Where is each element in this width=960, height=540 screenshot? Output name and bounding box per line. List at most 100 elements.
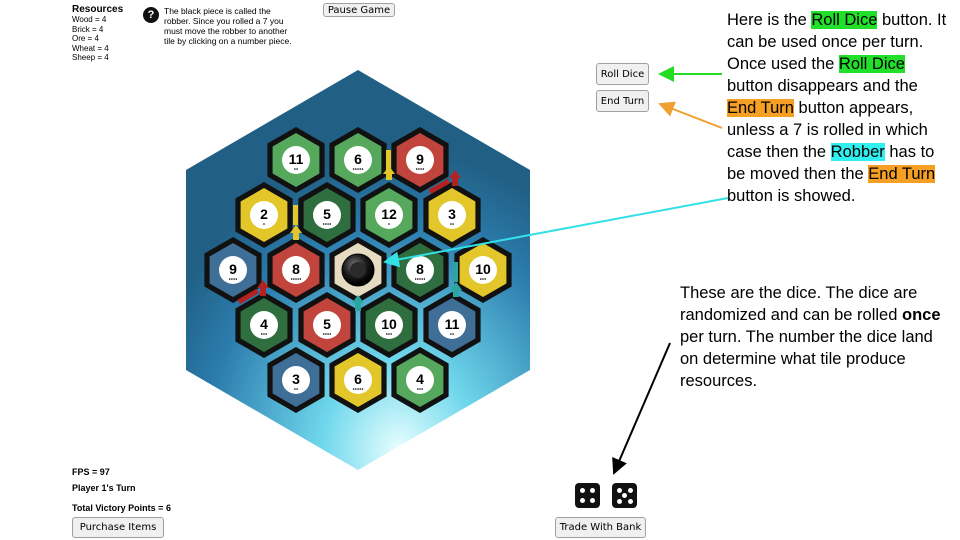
pause-game-button[interactable]: Pause Game — [323, 3, 395, 17]
number-token — [282, 366, 310, 394]
probability-pip — [261, 333, 263, 335]
probability-pip — [297, 278, 300, 280]
die-pip — [616, 487, 622, 493]
probability-pip — [235, 278, 238, 280]
robber-piece[interactable] — [341, 253, 375, 287]
die-pip — [627, 487, 633, 493]
number-token — [406, 366, 434, 394]
trade-with-bank-button[interactable]: Trade With Bank — [555, 517, 646, 538]
resource-brick: Brick = 4 — [72, 24, 104, 34]
probability-pip — [299, 278, 302, 280]
probability-pip — [418, 168, 420, 170]
emphasis-once: once — [901, 306, 941, 324]
tile-pasture[interactable]: 9 — [204, 237, 262, 303]
probability-pip — [352, 168, 355, 170]
tile-fields[interactable]: 10 — [454, 237, 512, 303]
probability-pip — [233, 278, 235, 280]
probability-pip — [293, 278, 295, 280]
probability-pip — [450, 223, 452, 225]
die-one[interactable] — [575, 483, 600, 508]
number-token — [282, 146, 310, 174]
die-two[interactable] — [612, 483, 637, 508]
probability-pip — [452, 333, 454, 335]
probability-pip — [480, 278, 482, 280]
tile-fields[interactable]: 2 — [235, 182, 293, 248]
end-turn-button[interactable]: End Turn — [596, 90, 649, 112]
probability-pip — [295, 278, 297, 280]
road-yellow — [293, 205, 298, 225]
die-pip — [580, 488, 585, 493]
probability-pip — [484, 278, 487, 280]
tile-forest[interactable]: 11 — [267, 127, 325, 193]
probability-pip — [355, 168, 357, 170]
number-token-value: 12 — [381, 206, 397, 222]
probability-pip — [296, 388, 298, 390]
tile-pasture[interactable]: 3 — [267, 347, 325, 413]
purchase-items-button[interactable]: Purchase Items — [72, 517, 164, 538]
die-pip — [616, 498, 622, 504]
probability-pip — [422, 168, 425, 170]
number-token-value: 5 — [323, 206, 331, 222]
probability-pip — [419, 388, 421, 390]
player-turn: Player 1's Turn — [72, 483, 136, 493]
tile-mountains[interactable]: 5 — [298, 182, 356, 248]
tile-forest[interactable]: 6 — [329, 127, 387, 193]
die-pip — [590, 498, 595, 503]
number-token-value: 3 — [292, 371, 300, 387]
tile-mountains[interactable]: 8 — [391, 237, 449, 303]
tile-mountains[interactable]: 10 — [360, 292, 418, 358]
probability-pip — [421, 388, 424, 390]
settlement-yellow — [383, 166, 395, 180]
tile-fields[interactable]: 6 — [329, 347, 387, 413]
number-token — [406, 256, 434, 284]
game-stats: FPS = 97 Player 1's Turn Total Victory P… — [72, 464, 171, 516]
tile-hills[interactable]: 9 — [391, 127, 449, 193]
settlement-yellow — [290, 225, 302, 240]
probability-pip — [420, 168, 422, 170]
resource-ore: Ore = 4 — [72, 34, 99, 43]
highlight-end-turn: End Turn — [727, 99, 794, 117]
road-teal — [453, 262, 458, 282]
probability-pip — [390, 333, 393, 335]
probability-pip — [417, 388, 419, 390]
tile-mountains[interactable]: 4 — [235, 292, 293, 358]
number-token — [313, 201, 341, 229]
number-token — [313, 311, 341, 339]
tile-hills[interactable]: 5 — [298, 292, 356, 358]
tile-fields[interactable]: 3 — [423, 182, 481, 248]
probability-pip — [322, 223, 325, 225]
highlight-roll-dice: Roll Dice — [838, 55, 905, 73]
roll-dice-annotation: Here is the Roll Dice button. It can be … — [727, 11, 947, 205]
number-token — [250, 201, 278, 229]
probability-pip — [415, 168, 418, 170]
settlement-teal — [352, 295, 364, 311]
probability-pip — [386, 333, 388, 335]
number-token — [438, 201, 466, 229]
road-red — [428, 178, 451, 195]
road-yellow — [386, 150, 391, 170]
tile-hills[interactable]: 8 — [267, 237, 325, 303]
number-token-value: 10 — [381, 316, 397, 332]
probability-pip — [263, 223, 265, 225]
probability-pip — [228, 278, 231, 280]
arrow-robber — [383, 197, 729, 268]
tile-forest[interactable]: 4 — [391, 347, 449, 413]
resource-wheat: Wheat = 4 — [72, 43, 109, 53]
probability-pip — [355, 388, 357, 390]
probability-pip — [294, 388, 296, 390]
probability-pip — [327, 333, 329, 335]
number-token-value: 3 — [448, 206, 456, 222]
probability-pip — [325, 333, 327, 335]
dice-annotation: These are the dice. The dice are randomi… — [680, 284, 941, 390]
settlement-red — [257, 280, 269, 296]
roads — [237, 150, 462, 311]
number-token — [282, 256, 310, 284]
probability-pip — [263, 333, 265, 335]
settlement-red — [449, 170, 461, 186]
tile-pasture[interactable]: 11 — [423, 292, 481, 358]
tile-forest[interactable]: 12 — [360, 182, 418, 248]
question-icon: ? — [143, 7, 159, 23]
roll-dice-button[interactable]: Roll Dice — [596, 63, 649, 85]
number-token — [469, 256, 497, 284]
highlight-roll-dice: Roll Dice — [811, 11, 878, 29]
